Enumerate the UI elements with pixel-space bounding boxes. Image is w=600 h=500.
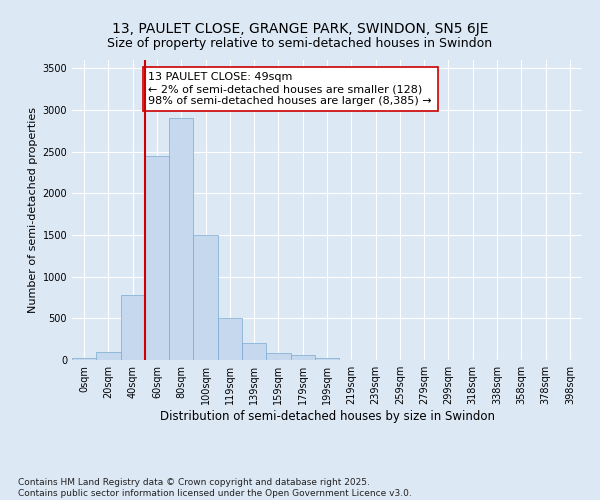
Bar [193, 235, 218, 360]
Bar [96, 352, 121, 360]
Bar [121, 295, 145, 360]
Bar [72, 358, 96, 360]
Text: 13 PAULET CLOSE: 49sqm
← 2% of semi-detached houses are smaller (128)
98% of sem: 13 PAULET CLOSE: 49sqm ← 2% of semi-deta… [149, 72, 432, 106]
Bar [266, 354, 290, 360]
Bar [242, 342, 266, 360]
Text: Contains HM Land Registry data © Crown copyright and database right 2025.
Contai: Contains HM Land Registry data © Crown c… [18, 478, 412, 498]
Bar [290, 356, 315, 360]
Bar [145, 156, 169, 360]
Text: Size of property relative to semi-detached houses in Swindon: Size of property relative to semi-detach… [107, 38, 493, 51]
Text: 13, PAULET CLOSE, GRANGE PARK, SWINDON, SN5 6JE: 13, PAULET CLOSE, GRANGE PARK, SWINDON, … [112, 22, 488, 36]
Y-axis label: Number of semi-detached properties: Number of semi-detached properties [28, 107, 38, 313]
Bar [218, 318, 242, 360]
X-axis label: Distribution of semi-detached houses by size in Swindon: Distribution of semi-detached houses by … [160, 410, 494, 423]
Bar [315, 358, 339, 360]
Bar [169, 118, 193, 360]
